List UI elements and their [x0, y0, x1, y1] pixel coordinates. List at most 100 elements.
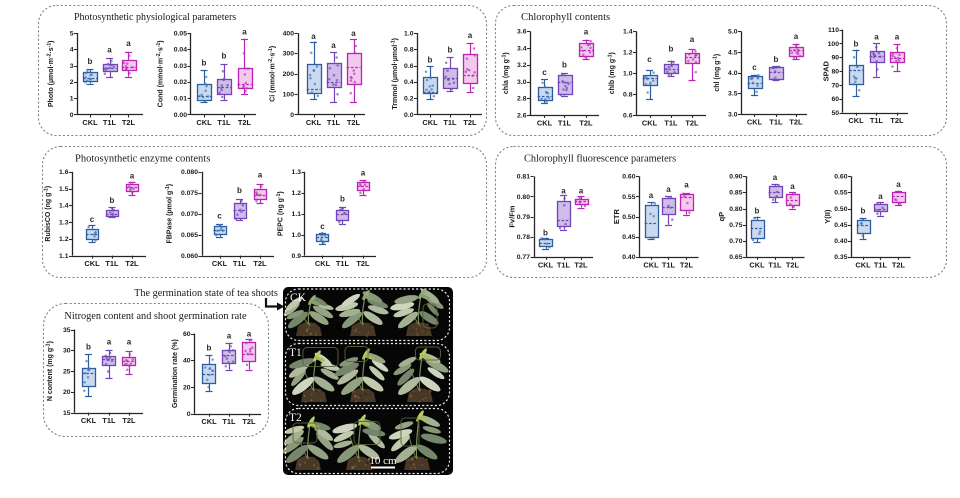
svg-text:T1L: T1L — [222, 417, 236, 426]
svg-text:T2L: T2L — [238, 118, 252, 127]
svg-text:4.0: 4.0 — [728, 70, 738, 77]
svg-text:b: b — [222, 51, 227, 60]
svg-text:0.55: 0.55 — [622, 194, 635, 201]
svg-text:0.05: 0.05 — [174, 30, 187, 37]
svg-text:a: a — [227, 332, 232, 341]
svg-text:a: a — [242, 28, 247, 37]
svg-text:0.065: 0.065 — [181, 232, 198, 239]
svg-text:400: 400 — [283, 30, 295, 37]
svg-text:T2L: T2L — [125, 259, 139, 268]
svg-text:b: b — [207, 344, 212, 353]
svg-text:Cond (mmol·m-2​·s-1​): Cond (mmol·m-2​·s-1​) — [156, 40, 165, 107]
svg-text:0.8: 0.8 — [404, 47, 414, 54]
svg-text:a: a — [773, 173, 778, 182]
svg-text:1.3: 1.3 — [59, 219, 69, 226]
svg-text:3.6: 3.6 — [517, 29, 527, 36]
svg-text:Germination rate (%): Germination rate (%) — [172, 339, 179, 408]
svg-text:T1L: T1L — [557, 260, 571, 269]
svg-text:0.2: 0.2 — [404, 96, 414, 103]
svg-text:100: 100 — [283, 91, 295, 98]
svg-text:1.0: 1.0 — [623, 70, 633, 77]
svg-text:a: a — [584, 28, 589, 37]
svg-text:FBPase (pmol g-1​): FBPase (pmol g-1​) — [165, 184, 174, 244]
svg-text:b: b — [562, 60, 567, 69]
svg-text:a: a — [126, 39, 131, 48]
svg-text:0.70: 0.70 — [729, 238, 742, 245]
svg-text:T2L: T2L — [685, 119, 699, 128]
svg-text:T1L: T1L — [558, 119, 572, 128]
svg-text:a: a — [247, 330, 252, 339]
svg-text:0.81: 0.81 — [517, 174, 530, 181]
svg-text:T1L: T1L — [102, 416, 116, 425]
svg-text:a: a — [127, 338, 132, 347]
svg-text:0.77: 0.77 — [517, 254, 530, 261]
svg-text:0.79: 0.79 — [517, 214, 530, 221]
svg-text:0.6: 0.6 — [623, 112, 633, 119]
svg-text:CKL: CKL — [855, 260, 871, 269]
svg-text:T2L: T2L — [122, 416, 136, 425]
svg-text:b: b — [340, 195, 345, 204]
svg-text:T1L: T1L — [105, 259, 119, 268]
svg-text:60: 60 — [183, 331, 191, 338]
svg-text:c: c — [217, 211, 222, 220]
svg-text:0.85: 0.85 — [729, 190, 742, 197]
svg-text:CKL: CKL — [747, 118, 763, 127]
svg-text:0.80: 0.80 — [729, 206, 742, 213]
svg-text:PEPC (ng g-1​): PEPC (ng g-1​) — [276, 191, 285, 236]
svg-text:0.35: 0.35 — [834, 254, 847, 261]
svg-text:0.80: 0.80 — [517, 194, 530, 201]
svg-text:0: 0 — [290, 112, 294, 119]
svg-text:c: c — [542, 68, 547, 77]
svg-text:Y(II): Y(II) — [823, 209, 832, 224]
svg-text:CKL: CKL — [422, 118, 438, 127]
svg-text:CKL: CKL — [642, 119, 658, 128]
svg-text:0.65: 0.65 — [729, 254, 742, 261]
svg-text:b: b — [669, 45, 674, 54]
svg-text:1.5: 1.5 — [59, 186, 69, 193]
svg-text:3.0: 3.0 — [728, 111, 738, 118]
svg-text:b: b — [448, 46, 453, 55]
svg-text:Nitrogen content and shoot ger: Nitrogen content and shoot germination r… — [64, 311, 247, 322]
svg-text:20: 20 — [183, 384, 191, 391]
svg-text:a: a — [790, 182, 795, 191]
svg-text:0.40: 0.40 — [622, 254, 635, 261]
svg-text:3.0: 3.0 — [517, 79, 527, 86]
svg-text:0.6: 0.6 — [404, 63, 414, 70]
svg-text:CKL: CKL — [643, 260, 659, 269]
svg-text:CKL: CKL — [196, 118, 212, 127]
svg-text:Photo (µmol·m-2​·s-1​): Photo (µmol·m-2​·s-1​) — [46, 40, 55, 107]
svg-text:a: a — [331, 41, 336, 50]
svg-text:T1L: T1L — [327, 118, 341, 127]
svg-text:25: 25 — [63, 368, 71, 375]
svg-text:a: a — [878, 192, 883, 201]
svg-text:b: b — [755, 206, 760, 215]
svg-text:a: a — [895, 33, 900, 42]
svg-text:Photosynthetic physiological p: Photosynthetic physiological parameters — [74, 12, 236, 23]
svg-text:b: b — [88, 57, 93, 66]
svg-text:0.04: 0.04 — [174, 47, 187, 54]
svg-text:a: a — [666, 185, 671, 194]
svg-text:0: 0 — [70, 112, 74, 119]
svg-text:0.03: 0.03 — [174, 63, 187, 70]
svg-text:a: a — [107, 46, 112, 55]
svg-text:70: 70 — [831, 82, 839, 89]
svg-text:a: a — [874, 33, 879, 42]
svg-text:0.75: 0.75 — [729, 222, 742, 229]
svg-text:a: a — [896, 180, 901, 189]
svg-text:0: 0 — [187, 411, 191, 418]
svg-text:a: a — [690, 35, 695, 44]
svg-text:1.2: 1.2 — [59, 236, 69, 243]
svg-text:CKL: CKL — [537, 119, 553, 128]
svg-text:Fv/Fm: Fv/Fm — [508, 205, 517, 227]
svg-text:a: a — [361, 168, 366, 177]
svg-text:0.00: 0.00 — [174, 112, 187, 119]
svg-text:ETR: ETR — [612, 209, 621, 225]
svg-text:a: a — [107, 338, 112, 347]
svg-text:b: b — [428, 55, 433, 64]
svg-text:a: a — [258, 171, 263, 180]
svg-text:T2L: T2L — [253, 259, 267, 268]
svg-text:0.075: 0.075 — [181, 190, 198, 197]
svg-text:a: a — [351, 29, 356, 38]
svg-text:T2L: T2L — [786, 260, 800, 269]
svg-text:15: 15 — [63, 410, 71, 417]
